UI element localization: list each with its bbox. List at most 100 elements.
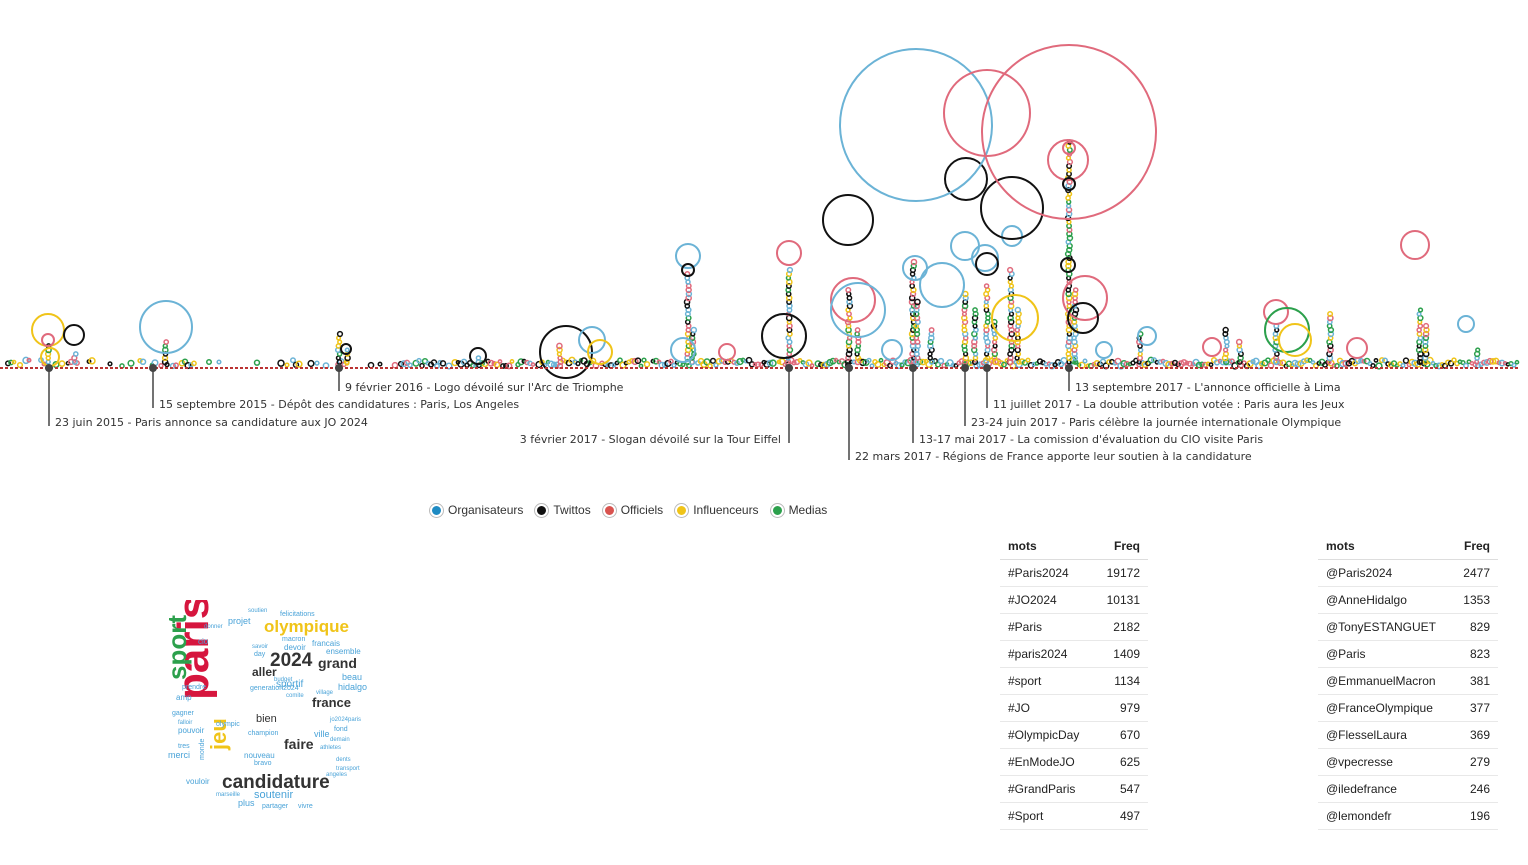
tweet-bubble[interactable]	[950, 231, 980, 261]
tweet-bubble[interactable]	[161, 358, 169, 366]
legend-item-organisateurs[interactable]: Organisateurs	[430, 503, 523, 517]
tweet-bubble[interactable]	[127, 359, 135, 367]
event-marker[interactable]: 15 septembre 2015 - Dépôt des candidatur…	[149, 364, 519, 411]
tweet-bubble[interactable]	[1326, 354, 1334, 362]
tweet-bubble[interactable]	[1123, 360, 1131, 368]
tweet-bubble[interactable]	[1180, 359, 1188, 366]
tweet-bubble[interactable]	[1460, 359, 1466, 366]
tweet-bubble[interactable]	[1106, 359, 1112, 365]
tweet-bubble[interactable]	[809, 363, 815, 369]
tweet-bubble[interactable]	[31, 313, 65, 347]
tweet-bubble[interactable]	[397, 360, 405, 368]
tweet-bubble[interactable]	[1060, 257, 1076, 273]
tweet-bubble[interactable]	[556, 342, 563, 350]
tweet-bubble[interactable]	[895, 362, 903, 370]
tweet-bubble[interactable]	[703, 358, 711, 366]
tweet-bubble[interactable]	[1385, 361, 1391, 367]
tweet-bubble[interactable]	[1327, 330, 1335, 338]
tweet-bubble[interactable]	[1202, 337, 1222, 357]
tweet-bubble[interactable]	[975, 252, 999, 276]
tweet-bubble[interactable]	[1400, 230, 1430, 260]
tweet-bubble[interactable]	[1025, 357, 1031, 363]
tweet-bubble[interactable]	[1008, 283, 1015, 289]
tweet-bubble[interactable]	[400, 360, 408, 368]
tweet-bubble[interactable]	[769, 359, 777, 367]
event-marker[interactable]: 23-24 juin 2017 - Paris célèbre la journ…	[961, 364, 1341, 429]
tweet-bubble[interactable]	[1457, 315, 1475, 333]
tweet-bubble[interactable]	[1067, 302, 1099, 334]
tweet-bubble[interactable]	[1066, 234, 1074, 242]
tweet-bubble[interactable]	[1294, 360, 1302, 368]
tweet-bubble[interactable]	[1417, 307, 1424, 313]
tweet-bubble[interactable]	[754, 361, 762, 368]
tweet-bubble[interactable]	[439, 360, 447, 367]
tweet-bubble[interactable]	[289, 357, 297, 364]
tweet-bubble[interactable]	[277, 359, 285, 367]
tweet-bubble[interactable]	[1327, 314, 1334, 322]
tweet-bubble[interactable]	[914, 298, 921, 306]
tweet-bubble[interactable]	[752, 362, 758, 367]
tweet-bubble[interactable]	[791, 360, 797, 366]
tweet-bubble[interactable]	[731, 359, 737, 365]
tweet-bubble[interactable]	[967, 359, 975, 366]
tweet-bubble[interactable]	[67, 358, 75, 366]
tweet-bubble[interactable]	[1008, 346, 1015, 354]
tweet-bubble[interactable]	[1417, 323, 1424, 329]
tweet-bubble[interactable]	[833, 357, 839, 363]
tweet-bubble[interactable]	[1222, 347, 1229, 353]
tweet-bubble[interactable]	[845, 350, 853, 358]
tweet-bubble[interactable]	[206, 359, 212, 366]
tweet-bubble[interactable]	[866, 357, 872, 364]
tweet-bubble[interactable]	[830, 282, 886, 338]
tweet-bubble[interactable]	[505, 362, 513, 370]
tweet-bubble[interactable]	[745, 356, 753, 364]
tweet-bubble[interactable]	[1422, 330, 1430, 338]
tweet-bubble[interactable]	[913, 314, 921, 322]
tweet-bubble[interactable]	[1235, 338, 1243, 346]
tweet-bubble[interactable]	[509, 359, 515, 364]
tweet-bubble[interactable]	[785, 283, 792, 289]
tweet-bubble[interactable]	[1065, 262, 1072, 270]
tweet-bubble[interactable]	[1072, 287, 1079, 293]
tweet-bubble[interactable]	[1279, 359, 1287, 367]
tweet-bubble[interactable]	[611, 362, 617, 368]
legend-item-officiels[interactable]: Officiels	[602, 503, 663, 517]
tweet-bubble[interactable]	[4, 360, 12, 367]
tweet-bubble[interactable]	[1310, 360, 1316, 365]
tweet-bubble[interactable]	[1263, 299, 1289, 325]
tweet-bubble[interactable]	[928, 327, 935, 333]
tweet-bubble[interactable]	[1169, 360, 1175, 367]
tweet-bubble[interactable]	[1007, 266, 1014, 274]
tweet-bubble[interactable]	[1007, 358, 1014, 366]
tweet-bubble[interactable]	[605, 362, 611, 368]
tweet-bubble[interactable]	[981, 44, 1157, 220]
tweet-bubble[interactable]	[1346, 337, 1368, 359]
tweet-bubble[interactable]	[1402, 357, 1410, 364]
tweet-bubble[interactable]	[685, 294, 692, 302]
tweet-bubble[interactable]	[1300, 358, 1308, 365]
tweet-bubble[interactable]	[1008, 330, 1016, 338]
tweet-bubble[interactable]	[797, 357, 803, 363]
tweet-bubble[interactable]	[295, 360, 303, 368]
tweet-bubble[interactable]	[1489, 357, 1497, 365]
tweet-bubble[interactable]	[1066, 246, 1073, 254]
tweet-bubble[interactable]	[377, 361, 383, 367]
tweet-bubble[interactable]	[11, 359, 17, 365]
tweet-bubble[interactable]	[786, 266, 794, 274]
legend-item-influenceurs[interactable]: Influenceurs	[675, 503, 759, 517]
tweet-bubble[interactable]	[944, 157, 988, 201]
tweet-bubble[interactable]	[935, 361, 941, 368]
tweet-bubble[interactable]	[685, 290, 693, 298]
tweet-bubble[interactable]	[1195, 361, 1203, 369]
tweet-bubble[interactable]	[1307, 357, 1313, 363]
tweet-bubble[interactable]	[26, 357, 32, 363]
tweet-bubble[interactable]	[845, 286, 852, 294]
tweet-bubble[interactable]	[416, 357, 422, 364]
tweet-bubble[interactable]	[962, 294, 969, 302]
tweet-bubble[interactable]	[1278, 323, 1312, 357]
tweet-bubble[interactable]	[1514, 359, 1520, 365]
tweet-bubble[interactable]	[617, 357, 623, 364]
tweet-bubble[interactable]	[1008, 311, 1015, 317]
tweet-bubble[interactable]	[652, 357, 660, 365]
tweet-bubble[interactable]	[497, 359, 503, 364]
